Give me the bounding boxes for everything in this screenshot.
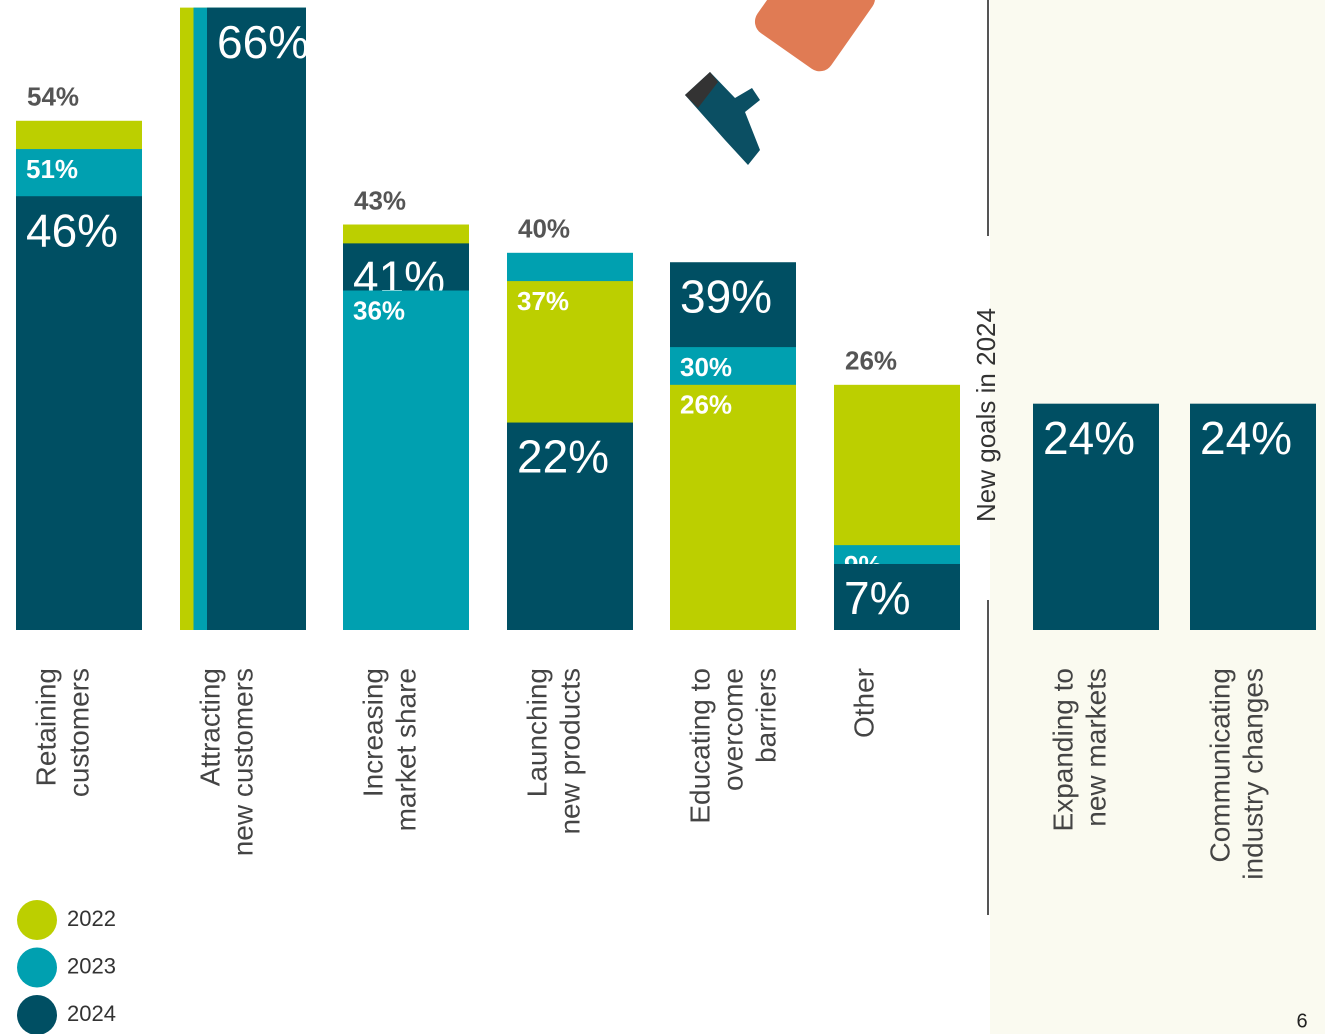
illustration — [685, 0, 876, 165]
bar — [507, 422, 633, 630]
legend-label: 2024 — [67, 1001, 116, 1026]
legend-swatch — [17, 995, 57, 1034]
value-label: 30% — [680, 352, 732, 382]
section-label: New goals in 2024 — [971, 308, 1001, 522]
category-label: Other — [848, 668, 879, 738]
category-label: Communicating — [1204, 668, 1235, 863]
category-label: Launching — [521, 668, 552, 797]
bar — [1033, 403, 1159, 630]
category-label: new markets — [1080, 668, 1111, 827]
value-label: 26% — [680, 390, 732, 420]
value-label: 54% — [27, 82, 79, 112]
value-label: 37% — [517, 286, 569, 316]
value-label: 26% — [845, 346, 897, 376]
legend-swatch — [17, 947, 57, 988]
category-label: Increasing — [357, 668, 388, 797]
page-number: 6 — [1296, 1010, 1307, 1032]
value-label: 36% — [353, 295, 405, 325]
legend-label: 2023 — [67, 953, 116, 978]
legend-label: 2022 — [67, 906, 116, 931]
bar — [1190, 403, 1316, 630]
value-label: 43% — [354, 185, 406, 215]
value-label: 40% — [518, 214, 570, 244]
category-label: barriers — [750, 668, 781, 763]
category-label: industry changes — [1237, 668, 1268, 880]
category-label: market share — [390, 668, 421, 831]
category-label: customers — [63, 668, 94, 797]
value-label: 51% — [26, 154, 78, 184]
value-label: 24% — [1200, 412, 1292, 464]
legend-swatch — [17, 900, 57, 940]
value-label: 22% — [517, 431, 609, 483]
category-label: overcome — [717, 668, 748, 791]
value-label: 66% — [217, 16, 309, 68]
category-label: Expanding to — [1047, 668, 1078, 831]
bar — [670, 384, 796, 630]
value-label: 24% — [1043, 412, 1135, 464]
bar — [343, 290, 469, 630]
value-label: 7% — [844, 572, 910, 624]
value-label: 46% — [26, 204, 118, 256]
category-label: new customers — [227, 668, 258, 856]
bar — [834, 563, 960, 630]
category-label: Retaining — [30, 668, 61, 786]
category-label: new products — [554, 668, 585, 835]
value-label: 39% — [680, 270, 772, 322]
bar — [207, 7, 306, 631]
bar — [16, 196, 142, 630]
category-label: Educating to — [684, 668, 715, 824]
category-label: Attracting — [194, 668, 225, 786]
